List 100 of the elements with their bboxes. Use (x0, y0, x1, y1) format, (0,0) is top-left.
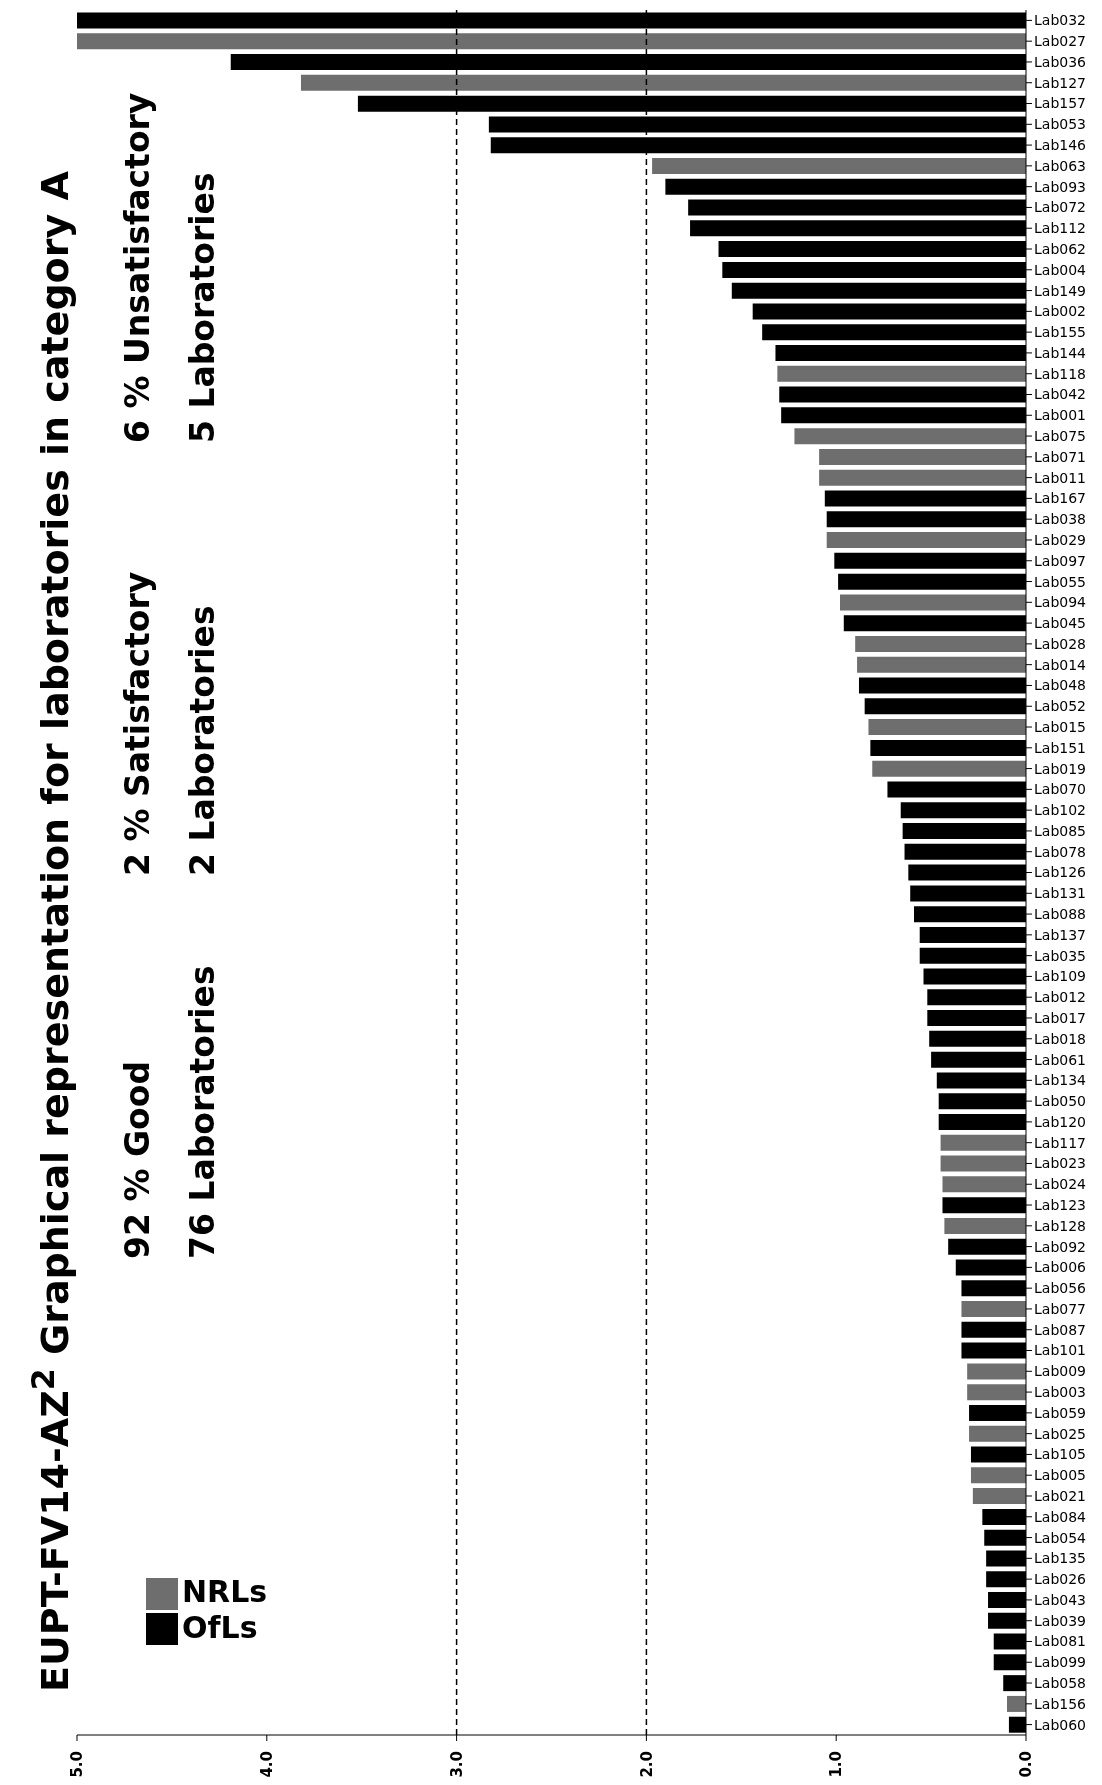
y-tick-label: Lab146 (1034, 137, 1087, 154)
annotation: 2 Laboratories (183, 605, 222, 876)
bar (872, 760, 1026, 777)
y-tick-label: Lab151 (1034, 739, 1086, 756)
y-tick-label: Lab003 (1034, 1384, 1086, 1401)
annotation: 2 % Satisfactory (118, 571, 157, 876)
y-tick-label: Lab092 (1034, 1238, 1086, 1255)
y-tick-label: Lab039 (1034, 1612, 1086, 1629)
bar (967, 1384, 1026, 1401)
annotation: 6 % Unsatisfactory (118, 92, 157, 443)
y-tick-label: Lab035 (1034, 947, 1086, 964)
y-tick-label: Lab006 (1034, 1259, 1087, 1276)
y-tick-label: Lab021 (1034, 1487, 1086, 1504)
y-tick-label: Lab060 (1034, 1716, 1086, 1733)
y-tick-label: Lab087 (1034, 1321, 1086, 1338)
y-tick-label: Lab045 (1034, 615, 1086, 632)
y-tick-label: Lab137 (1034, 926, 1086, 943)
y-tick-label: Lab024 (1034, 1176, 1087, 1193)
y-tick-label: Lab018 (1034, 1030, 1086, 1047)
y-tick-label: Lab048 (1034, 677, 1086, 694)
y-tick-label: Lab117 (1034, 1134, 1086, 1151)
x-tick-label: 2.0 (637, 1751, 656, 1778)
y-tick-label: Lab084 (1034, 1508, 1087, 1525)
bar (857, 656, 1026, 673)
y-tick-label: Lab112 (1034, 220, 1086, 237)
y-tick-label: Lab043 (1034, 1591, 1086, 1608)
y-tick-label: Lab042 (1034, 386, 1086, 403)
y-tick-label: Lab072 (1034, 199, 1086, 216)
bar (969, 1425, 1026, 1442)
bar (940, 1134, 1026, 1151)
x-tick-label: 5.0 (68, 1751, 87, 1778)
y-tick-label: Lab054 (1034, 1529, 1087, 1546)
y-tick-label: Lab094 (1034, 594, 1087, 611)
y-tick-label: Lab038 (1034, 511, 1086, 528)
y-tick-label: Lab070 (1034, 781, 1086, 798)
y-tick-label: Lab001 (1034, 407, 1086, 424)
y-tick-label: Lab032 (1034, 12, 1086, 29)
y-tick-label: Lab097 (1034, 552, 1086, 569)
y-tick-label: Lab053 (1034, 116, 1086, 133)
y-tick-label: Lab029 (1034, 531, 1086, 548)
legend-label: OfLs (182, 1609, 258, 1645)
y-tick-label: Lab149 (1034, 282, 1086, 299)
y-tick-label: Lab085 (1034, 822, 1086, 839)
y-tick-label: Lab027 (1034, 33, 1086, 50)
x-tick-label: 4.0 (258, 1751, 277, 1778)
y-tick-label: Lab071 (1034, 448, 1086, 465)
y-tick-label: Lab002 (1034, 303, 1086, 320)
y-tick-label: Lab011 (1034, 469, 1086, 486)
y-tick-label: Lab012 (1034, 989, 1086, 1006)
bar (819, 448, 1026, 465)
y-tick-label: Lab081 (1034, 1633, 1086, 1650)
y-tick-label: Lab019 (1034, 760, 1086, 777)
y-tick-label: Lab135 (1034, 1550, 1086, 1567)
y-tick-label: Lab134 (1034, 1072, 1087, 1089)
y-tick-label: Lab023 (1034, 1155, 1086, 1172)
y-tick-label: Lab058 (1034, 1675, 1086, 1692)
x-tick-label: 0.0 (1017, 1751, 1036, 1778)
bar (961, 1301, 1026, 1318)
y-tick-label: Lab077 (1034, 1300, 1086, 1317)
y-tick-label: Lab118 (1034, 365, 1086, 382)
bar (970, 1467, 1026, 1484)
y-tick-label: Lab109 (1034, 968, 1086, 985)
bar (777, 365, 1026, 382)
bar (300, 74, 1026, 91)
y-tick-label: Lab101 (1034, 1342, 1086, 1359)
y-tick-label: Lab120 (1034, 1113, 1086, 1130)
y-tick-label: Lab144 (1034, 344, 1087, 361)
y-tick-label: Lab015 (1034, 718, 1086, 735)
bar (652, 157, 1026, 174)
y-tick-label: Lab061 (1034, 1051, 1086, 1068)
annotation: 5 Laboratories (183, 172, 222, 443)
y-tick-label: Lab123 (1034, 1197, 1086, 1213)
bar (77, 33, 1026, 50)
annotation: 76 Laboratories (183, 965, 222, 1259)
y-tick-label: Lab055 (1034, 573, 1086, 590)
y-tick-label: Lab078 (1034, 843, 1086, 860)
bar (944, 1217, 1026, 1234)
bar (794, 428, 1026, 445)
y-tick-label: Lab036 (1034, 53, 1087, 70)
y-tick-label: Lab167 (1034, 490, 1086, 507)
bar (868, 719, 1026, 736)
y-tick-label: Lab128 (1034, 1217, 1086, 1234)
y-tick-label: Lab099 (1034, 1654, 1086, 1671)
y-tick-label: Lab050 (1034, 1093, 1086, 1110)
y-tick-label: Lab028 (1034, 635, 1086, 652)
y-tick-label: Lab005 (1034, 1467, 1086, 1484)
y-tick-label: Lab052 (1034, 698, 1086, 715)
y-tick-label: Lab063 (1034, 157, 1086, 174)
y-tick-label: Lab026 (1034, 1571, 1087, 1588)
y-tick-label: Lab062 (1034, 240, 1086, 257)
y-tick-label: Lab014 (1034, 656, 1087, 673)
bar (967, 1363, 1026, 1380)
y-tick-label: Lab056 (1034, 1280, 1087, 1297)
y-tick-label: Lab156 (1034, 1695, 1087, 1712)
bar (940, 1155, 1026, 1172)
bar (826, 532, 1026, 549)
y-tick-label: Lab059 (1034, 1404, 1086, 1421)
y-tick-label: Lab105 (1034, 1446, 1086, 1463)
x-tick-label: 3.0 (447, 1751, 466, 1778)
y-tick-label: Lab093 (1034, 178, 1086, 195)
